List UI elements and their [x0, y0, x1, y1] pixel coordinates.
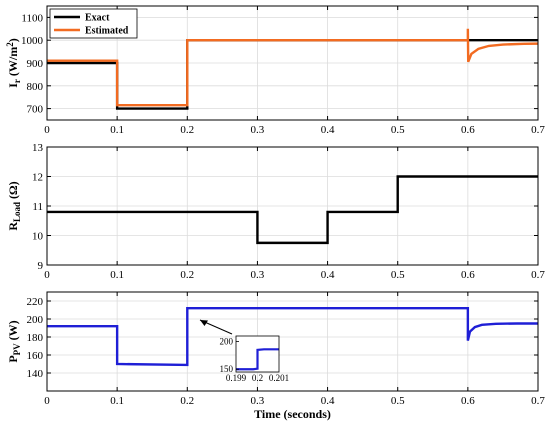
ylabel-unit: (W)	[6, 320, 20, 343]
y-tick-label: 11	[32, 201, 43, 213]
x-tick-label: 0.5	[391, 269, 405, 281]
pv-power-panel: 0 0.1 0.2 0.3 0.4 0.5 0.6 0.7 140 160 180 200 220 PPV…	[6, 291, 545, 421]
x-tick-label: 0.2	[180, 395, 194, 407]
x-tick-label: 0	[44, 124, 50, 136]
ylabel-main: I	[6, 83, 20, 88]
y-tick-label: 800	[27, 81, 44, 93]
y-tick-label: 1100	[21, 12, 43, 24]
ylabel-subscript: r	[12, 79, 22, 83]
y-tick-label: 13	[32, 142, 44, 154]
irradiance-panel: 0 0.1 0.2 0.3 0.4 0.5 0.6 0.7 700 800 900 1000 1100 I…	[5, 5, 545, 136]
y-tick-label: 900	[27, 58, 44, 70]
x-tick-label: 0.6	[461, 395, 475, 407]
x-tick-label: 0.3	[251, 395, 265, 407]
ylabel-subscript: Load	[12, 202, 22, 222]
ylabel-close: )	[6, 38, 20, 42]
x-tick-label: 0.2	[180, 124, 194, 136]
x-tick-label: 0	[44, 269, 50, 281]
x-tick-label: 0.7	[531, 269, 545, 281]
x-tick-label: 0.3	[251, 269, 265, 281]
legend-box	[49, 8, 138, 39]
y-tick-label: 9	[38, 260, 44, 272]
inset-series-line	[236, 348, 279, 371]
pv-power-axes-frame	[46, 291, 539, 392]
x-tick-label: 0.2	[180, 269, 194, 281]
y-tick-label: 180	[27, 332, 44, 344]
inset-y-tick-label: 150	[220, 364, 234, 374]
x-tick-label: 0.5	[391, 124, 405, 136]
legend-label-exact: Exact	[85, 13, 110, 24]
x-tick-label: 0.7	[531, 395, 545, 407]
y-tick-label: 160	[27, 350, 44, 362]
inset-frame	[235, 335, 280, 373]
load-resistance-panel: 0 0.1 0.2 0.3 0.4 0.5 0.6 0.7 9 10 11 12 13 RLoad (Ω)	[6, 142, 545, 281]
y-tick-label: 200	[27, 314, 44, 326]
x-tick-label: 0.3	[251, 124, 265, 136]
x-tick-label: 0.7	[531, 124, 545, 136]
irradiance-series-estimated	[47, 28, 539, 107]
y-tick-label: 220	[27, 296, 44, 308]
pv-power-grid	[47, 292, 538, 391]
x-tick-label: 0.1	[110, 269, 124, 281]
inset-x-tick-label: 0.2	[252, 373, 263, 383]
x-tick-label: 0.4	[321, 395, 335, 407]
zoom-arrow-head	[200, 320, 208, 326]
ylabel-main: R	[6, 222, 20, 231]
ylabel-unit: (W/m	[6, 47, 20, 79]
y-tick-label: 10	[32, 231, 44, 243]
x-tick-label: 0.1	[110, 124, 124, 136]
y-tick-label: 1000	[21, 35, 44, 47]
ylabel-superscript: 2	[5, 42, 15, 47]
load-resistance-series-line	[47, 175, 538, 245]
ylabel-main: P	[6, 355, 20, 362]
inset-x-tick-label: 0.201	[269, 373, 289, 383]
pv-power-plot-area	[47, 292, 538, 391]
pv-power-y-axis-label: PPV (W)	[6, 320, 22, 362]
y-tick-label: 140	[27, 368, 44, 380]
zoom-inset: 0.199 0.2 0.201 150 200	[199, 319, 289, 383]
irradiance-legend: Exact Estimated	[49, 8, 138, 39]
pv-power-x-axis-label: Time (seconds)	[254, 407, 331, 421]
ylabel-unit: (Ω)	[6, 181, 20, 202]
x-tick-label: 0.5	[391, 395, 405, 407]
pv-power-series-line	[47, 307, 538, 367]
y-tick-label: 700	[27, 104, 44, 116]
ylabel-subscript: PV	[12, 343, 22, 355]
x-tick-label: 0	[44, 395, 50, 407]
x-tick-label: 0.4	[321, 269, 335, 281]
irradiance-y-axis-label: Ir (W/m2)	[5, 38, 22, 88]
inset-y-tick-label: 200	[220, 337, 234, 347]
load-resistance-y-axis-label: RLoad (Ω)	[6, 181, 22, 230]
y-tick-label: 12	[32, 172, 43, 184]
x-tick-label: 0.1	[110, 395, 124, 407]
x-tick-label: 0.6	[461, 124, 475, 136]
inset-x-tick-label: 0.199	[226, 373, 247, 383]
x-tick-label: 0.4	[321, 124, 335, 136]
x-tick-label: 0.6	[461, 269, 475, 281]
legend-label-estimated: Estimated	[85, 26, 129, 37]
